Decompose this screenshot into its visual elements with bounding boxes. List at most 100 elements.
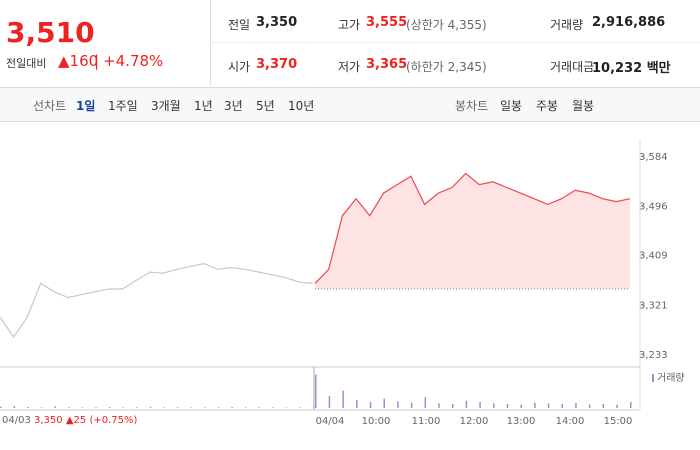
volume-bar (136, 407, 138, 408)
price-line (0, 262, 314, 338)
cell-value: 10,232 백만 (592, 61, 671, 76)
volume-bar (204, 407, 206, 408)
tab[interactable]: 1일 (76, 99, 96, 113)
volume-bar (465, 400, 468, 408)
y-tick-label: 3,496 (639, 202, 668, 213)
volume-bar (575, 403, 577, 408)
footer-pct: (+0.75%) (89, 415, 138, 426)
tab[interactable]: 1년 (194, 99, 213, 113)
footer-change-value: 25 (73, 415, 87, 426)
volume-bar (54, 406, 56, 408)
tab[interactable]: 월봉 (572, 99, 595, 113)
volume-bar (451, 404, 454, 408)
volume-bar (258, 407, 261, 408)
volume-bar (27, 407, 29, 408)
cell-value: 3,365 (366, 57, 408, 72)
change-label: 전일대비 (6, 57, 47, 70)
volume-bar (163, 407, 165, 408)
y-tick-label: 3,233 (639, 350, 668, 361)
y-tick-label: 3,321 (639, 300, 668, 311)
y-tick-label: 3,409 (639, 251, 668, 262)
volume-bar (231, 407, 233, 408)
volume-bar (108, 407, 111, 408)
tab[interactable]: 1주일 (108, 99, 138, 113)
volume-bar (602, 404, 605, 408)
volume-bar (328, 396, 331, 408)
y-tick-label: 3,584 (639, 152, 668, 163)
tab[interactable]: 3개월 (151, 99, 181, 113)
tab-bar: 선차트 1일 1주일 3개월 1년 3년 5년 10년 봉차트 일봉 주봉 월봉 (0, 87, 700, 122)
cell-note: (하한가 2,345) (406, 60, 487, 74)
cell-value: 3,350 (256, 15, 298, 30)
volume-bar (588, 404, 591, 408)
volume-bar (176, 407, 179, 408)
volume-bar (40, 407, 43, 408)
legend-label: 거래량 (657, 372, 685, 384)
volume-bar (13, 406, 16, 408)
tab-group-label[interactable]: 선차트 (33, 99, 67, 113)
volume-bar (506, 404, 509, 408)
x-tick-label: 12:00 (460, 416, 489, 427)
tab[interactable]: 주봉 (536, 99, 559, 113)
area (315, 173, 630, 289)
x-tick-label: 14:00 (556, 416, 585, 427)
volume-bar (122, 407, 124, 408)
cell-label: 전일 (228, 18, 251, 32)
change-value: 160 (69, 52, 99, 70)
change-pct-value: +4.78% (103, 52, 164, 70)
x-tick-label: 11:00 (412, 416, 441, 427)
cell-label: 저가 (338, 60, 361, 74)
volume-bar (424, 397, 427, 408)
cell-label: 거래량 (550, 18, 584, 32)
tab[interactable]: 5년 (256, 99, 275, 113)
x-tick-label: 10:00 (362, 416, 391, 427)
volume-bar (383, 398, 385, 408)
footer-change: ▲25 (+0.75%) (65, 415, 138, 426)
volume-bar (438, 403, 440, 408)
volume-bar (149, 406, 152, 408)
change: ▲160 (58, 52, 99, 70)
cell-label: 시가 (228, 60, 251, 74)
volume-bar (95, 407, 97, 408)
tab[interactable]: 일봉 (500, 99, 523, 113)
footer-date: 04/03 (2, 415, 31, 426)
tab[interactable]: 10년 (288, 99, 315, 113)
volume-bar (410, 402, 413, 408)
volume-bar (190, 407, 193, 408)
cell-label: 거래대금 (550, 60, 595, 74)
volume-bar (217, 407, 220, 408)
footer-close: 3,350 (34, 415, 63, 426)
volume-bar (397, 401, 399, 408)
volume-bar (0, 406, 2, 408)
volume-bar (534, 402, 536, 408)
cell-label: 고가 (338, 18, 361, 32)
price-box: 3,510 전일대비 ▲160 | +4.78% (0, 0, 211, 85)
volume-bar (630, 402, 632, 408)
cell-note: (상한가 4,355) (406, 18, 487, 32)
footer: 04/03 3,350 ▲25 (+0.75%) (2, 415, 137, 426)
cell-value: 3,370 (256, 57, 298, 72)
cell-value: 2,916,886 (592, 15, 666, 30)
volume-bar (244, 407, 247, 408)
volume-bar (520, 404, 522, 408)
x-tick-label: 04/04 (316, 416, 345, 427)
volume-bar (342, 390, 344, 408)
volume-bar (272, 407, 274, 408)
x-tick-label: 13:00 (507, 416, 536, 427)
volume-bar (369, 402, 372, 408)
volume-bar (493, 403, 495, 408)
legend-swatch (652, 374, 654, 382)
x-tick-label: 15:00 (604, 416, 633, 427)
volume-bar (299, 407, 301, 408)
volume-bar (81, 407, 84, 408)
volume-bar (479, 402, 481, 408)
divider (210, 42, 700, 43)
tab-group-label[interactable]: 봉차트 (455, 99, 489, 113)
price: 3,510 (6, 16, 95, 49)
volume-bar (315, 374, 317, 408)
cell-value: 3,555 (366, 15, 408, 30)
tab[interactable]: 3년 (224, 99, 243, 113)
change-pct: | +4.78% (94, 52, 164, 70)
